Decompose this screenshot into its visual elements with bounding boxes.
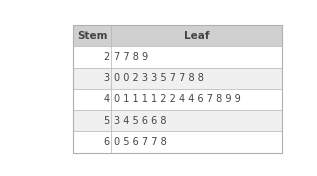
Bar [73,68,111,89]
Text: 5: 5 [103,116,109,126]
Text: 4: 4 [103,95,109,105]
Text: 0 0 2 3 3 5 7 7 8 8: 0 0 2 3 3 5 7 7 8 8 [114,73,204,83]
Text: 0 5 6 7 7 8: 0 5 6 7 7 8 [114,137,167,147]
Bar [73,25,281,153]
Text: 2: 2 [103,52,109,62]
Bar [73,25,111,46]
Bar [73,89,111,110]
Bar [73,46,111,68]
Text: Stem: Stem [77,31,107,41]
Bar [111,68,281,89]
Bar [111,131,281,153]
Bar [111,46,281,68]
Text: Leaf: Leaf [184,31,209,41]
Bar [73,131,111,153]
Text: 7 7 8 9: 7 7 8 9 [114,52,148,62]
Text: 0 1 1 1 1 2 2 4 4 6 7 8 9 9: 0 1 1 1 1 2 2 4 4 6 7 8 9 9 [114,95,241,105]
Text: 3 4 5 6 6 8: 3 4 5 6 6 8 [114,116,167,126]
Bar [111,110,281,131]
Text: 3: 3 [103,73,109,83]
Text: 6: 6 [103,137,109,147]
Bar [111,25,281,46]
Bar [111,89,281,110]
Bar [73,110,111,131]
